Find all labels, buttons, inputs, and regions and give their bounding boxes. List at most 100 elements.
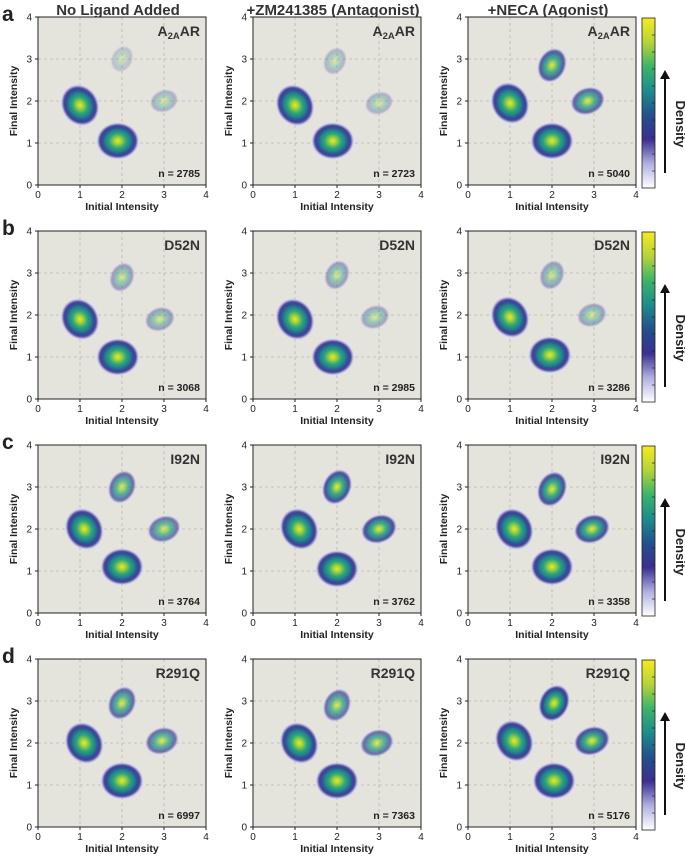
construct-name: A bbox=[157, 23, 167, 39]
density-peak bbox=[570, 86, 606, 116]
construct-label: D52N bbox=[379, 237, 415, 253]
arrow-up-icon bbox=[660, 712, 670, 721]
y-tick-label: 3 bbox=[456, 697, 462, 708]
y-tick-label: 2 bbox=[456, 311, 462, 322]
y-tick-label: 0 bbox=[26, 395, 32, 406]
y-tick-label: 4 bbox=[26, 227, 32, 238]
column-title-agonist: +NECA (Agonist) bbox=[488, 2, 609, 19]
y-tick-label: 3 bbox=[241, 697, 247, 708]
y-tick-label: 1 bbox=[456, 781, 462, 792]
tdp-panel: 0 1 2 3 4 0 1 2 3 4 Initial Intensity Final Intensi… bbox=[223, 655, 424, 856]
density-peak bbox=[107, 470, 137, 504]
y-axis-label: Final Intensity bbox=[223, 66, 235, 137]
x-tick-label: 2 bbox=[549, 190, 555, 201]
colorbar-label: Density bbox=[673, 529, 685, 577]
y-tick-label: 2 bbox=[241, 97, 247, 108]
construct-name: R291Q bbox=[371, 665, 415, 681]
density-peak bbox=[95, 338, 140, 376]
y-tick-label: 1 bbox=[456, 353, 462, 364]
density-peak bbox=[149, 88, 179, 114]
y-tick-label: 3 bbox=[26, 697, 32, 708]
y-tick-label: 2 bbox=[26, 739, 32, 750]
density-peak bbox=[60, 297, 100, 341]
tdp-panel: 0 1 2 3 4 0 1 2 3 4 Initial Intensity Final Intensi… bbox=[223, 227, 424, 428]
y-tick-label: 3 bbox=[456, 55, 462, 66]
x-tick-label: 0 bbox=[35, 832, 41, 843]
row-letter: c bbox=[2, 431, 14, 454]
y-tick-label: 0 bbox=[26, 181, 32, 192]
density-peak bbox=[323, 259, 351, 291]
y-axis-label: Final Intensity bbox=[223, 280, 235, 351]
y-tick-label: 1 bbox=[26, 353, 32, 364]
colorbars: Density Density Density Density bbox=[641, 17, 685, 831]
y-tick-label: 0 bbox=[456, 823, 462, 834]
x-tick-label: 3 bbox=[161, 618, 167, 629]
x-tick-label: 2 bbox=[549, 832, 555, 843]
x-axis-label: Initial Intensity bbox=[515, 843, 589, 855]
y-tick-label: 2 bbox=[26, 525, 32, 536]
y-tick-label: 0 bbox=[241, 823, 247, 834]
column-title-no-ligand: No Ligand Added bbox=[56, 2, 180, 19]
y-tick-label: 2 bbox=[26, 97, 32, 108]
y-tick-label: 1 bbox=[241, 781, 247, 792]
molecule-count: n = 3762 bbox=[373, 596, 415, 608]
y-tick-label: 3 bbox=[241, 269, 247, 280]
y-tick-label: 0 bbox=[26, 823, 32, 834]
x-tick-label: 0 bbox=[35, 404, 41, 415]
density-peak bbox=[530, 547, 574, 586]
density-peak bbox=[490, 295, 530, 339]
x-tick-label: 2 bbox=[334, 618, 340, 629]
x-tick-label: 4 bbox=[203, 832, 209, 843]
x-tick-label: 1 bbox=[292, 190, 298, 201]
molecule-count: n = 3764 bbox=[158, 596, 200, 608]
density-peak bbox=[321, 468, 353, 506]
density-peak bbox=[364, 90, 394, 116]
construct-label: D52N bbox=[164, 237, 200, 253]
molecule-count: n = 2785 bbox=[158, 168, 200, 180]
density-peak bbox=[360, 513, 398, 545]
x-tick-label: 2 bbox=[119, 832, 125, 843]
tdp-panel: 0 1 2 3 4 0 1 2 3 4 Initial Intensity Final Intensi… bbox=[438, 441, 639, 642]
density-peak bbox=[108, 261, 136, 293]
y-tick-label: 2 bbox=[456, 97, 462, 108]
x-tick-label: 2 bbox=[334, 404, 340, 415]
density-peak bbox=[573, 725, 611, 757]
x-tick-label: 1 bbox=[507, 404, 513, 415]
x-tick-label: 0 bbox=[35, 190, 41, 201]
x-axis-label: Initial Intensity bbox=[300, 843, 374, 855]
y-tick-label: 3 bbox=[26, 269, 32, 280]
x-axis-label: Initial Intensity bbox=[85, 415, 159, 427]
arrow-up-icon bbox=[660, 70, 670, 79]
density-peak bbox=[315, 549, 359, 588]
density-peak bbox=[110, 45, 134, 73]
x-tick-label: 1 bbox=[507, 618, 513, 629]
construct-name: R291Q bbox=[586, 665, 630, 681]
construct-name: I92N bbox=[170, 451, 200, 467]
x-axis-label: Initial Intensity bbox=[515, 415, 589, 427]
construct-label: A2AAR bbox=[372, 23, 415, 42]
x-axis-label: Initial Intensity bbox=[85, 843, 159, 855]
y-tick-label: 3 bbox=[241, 483, 247, 494]
density-peak bbox=[107, 685, 137, 721]
x-tick-label: 4 bbox=[418, 404, 424, 415]
density-peak bbox=[494, 507, 534, 551]
x-tick-label: 2 bbox=[549, 618, 555, 629]
tdp-panel: 0 1 2 3 4 0 1 2 3 4 Initial Intensity Final Intensi… bbox=[438, 227, 639, 428]
density-peak bbox=[322, 688, 352, 723]
density-peak bbox=[359, 728, 395, 758]
x-tick-label: 1 bbox=[77, 832, 83, 843]
x-tick-label: 4 bbox=[633, 404, 639, 415]
density-peak bbox=[530, 121, 574, 160]
density-peak bbox=[538, 684, 571, 722]
density-peak bbox=[536, 47, 568, 84]
arrow-up-icon bbox=[660, 498, 670, 507]
x-tick-label: 0 bbox=[465, 832, 471, 843]
x-tick-label: 1 bbox=[507, 190, 513, 201]
density-peak bbox=[310, 338, 355, 376]
row-letter: a bbox=[2, 3, 14, 26]
panel-row-d: d 0 1 2 3 4 0 1 2 3 4 Initial Intensity Final Intens… bbox=[2, 645, 639, 855]
construct-subscript: 2A bbox=[598, 31, 610, 42]
construct-label: I92N bbox=[170, 451, 200, 467]
density-peak bbox=[279, 721, 319, 765]
x-tick-label: 4 bbox=[418, 190, 424, 201]
